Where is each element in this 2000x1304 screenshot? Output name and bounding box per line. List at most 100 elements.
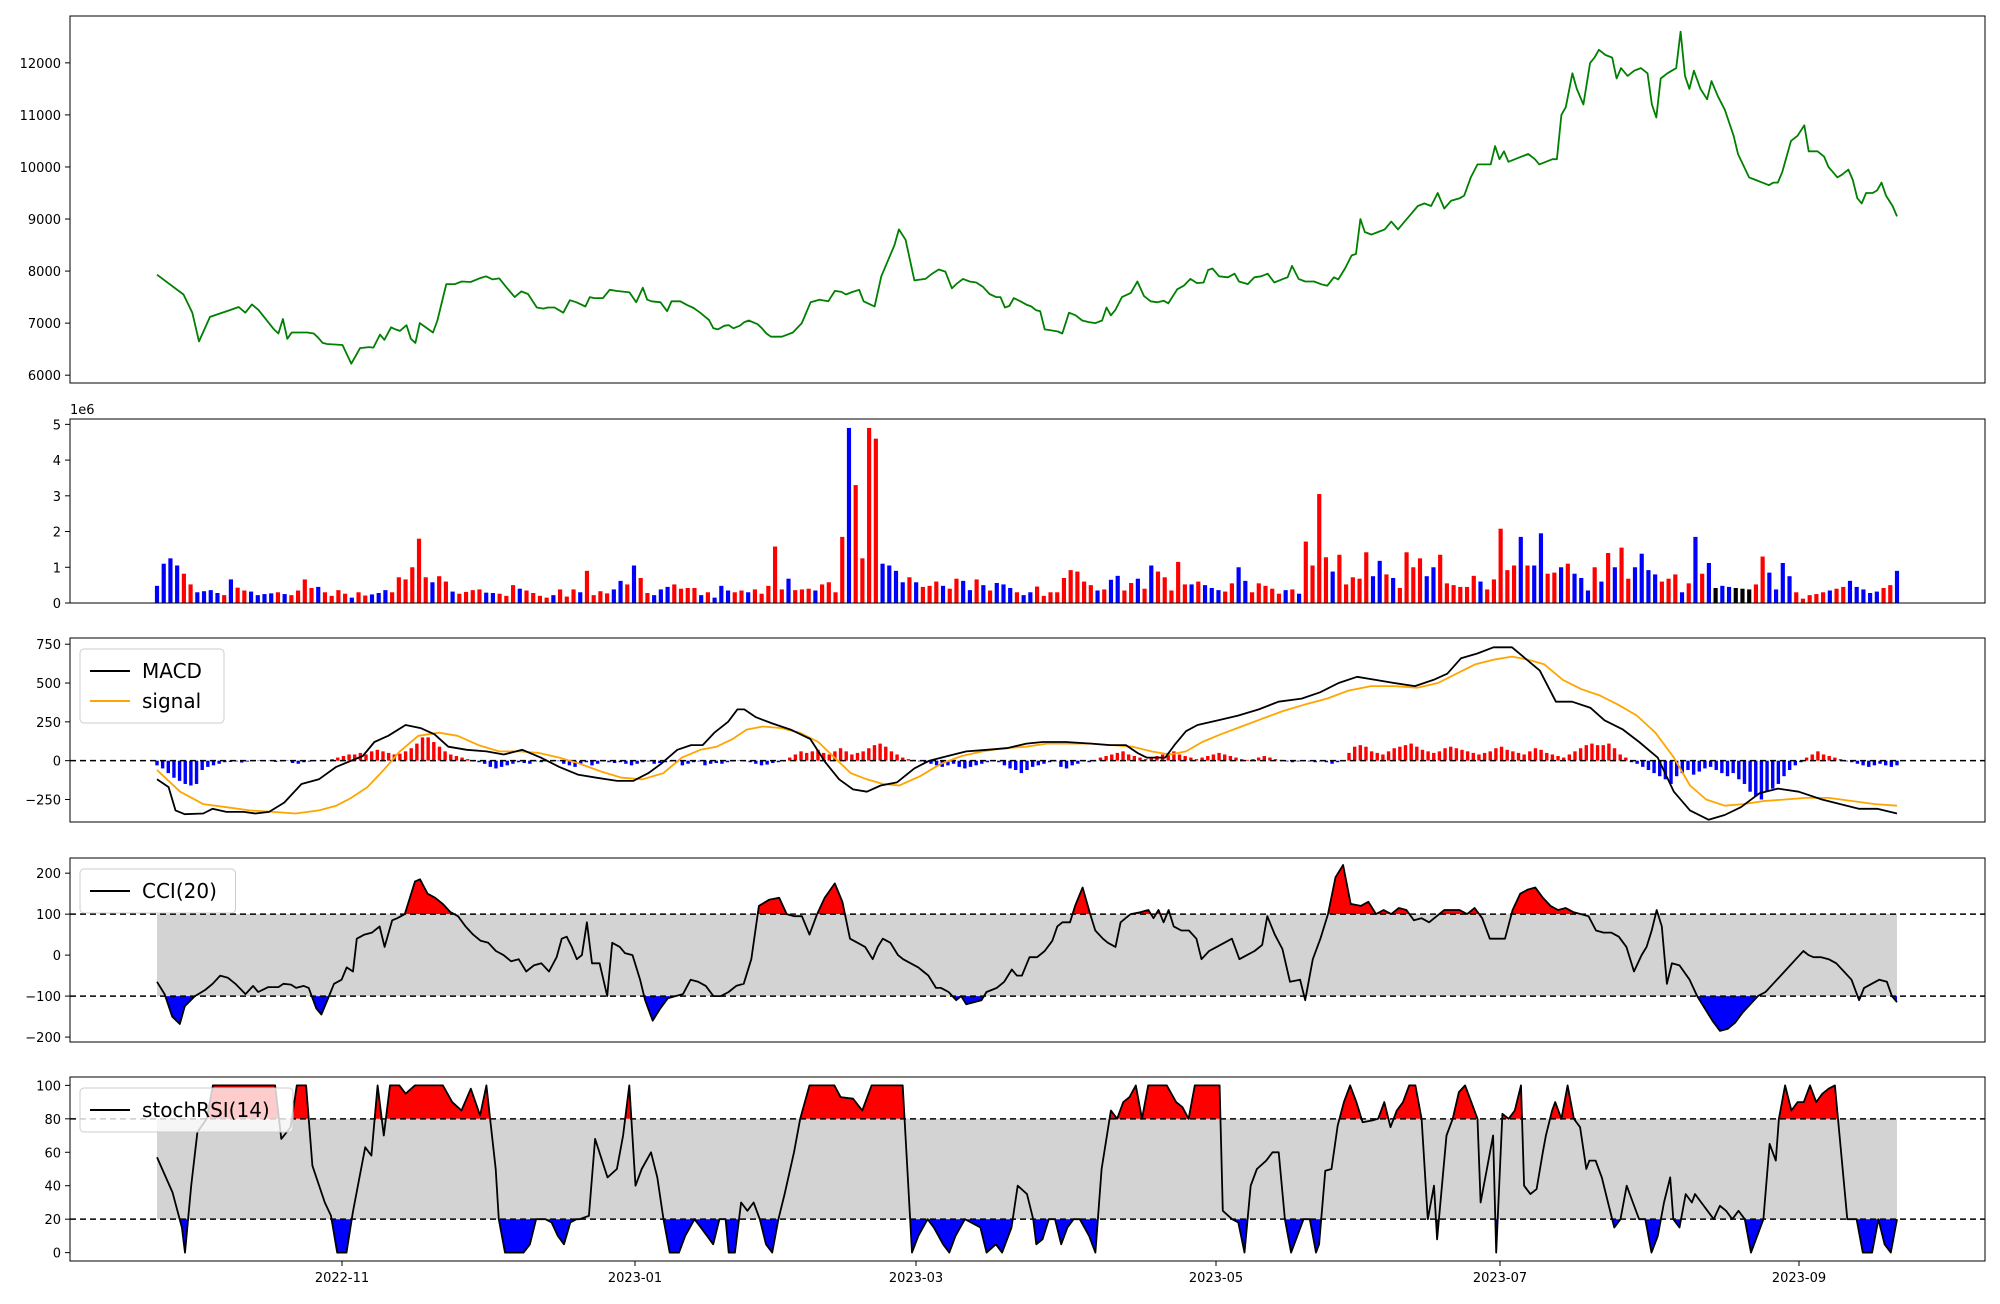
macd-histogram-bar: [1856, 761, 1859, 764]
volume-bar: [941, 586, 945, 603]
volume-bar: [309, 588, 313, 603]
macd-histogram-bar: [828, 754, 831, 760]
x-tick-label: 2023-05: [1189, 1271, 1243, 1286]
volume-bar: [813, 591, 817, 604]
macd-histogram-bar: [1296, 761, 1299, 762]
volume-bar: [672, 584, 676, 603]
volume-bar: [1452, 585, 1456, 603]
macd-histogram-bar: [1771, 761, 1774, 789]
macd-histogram-bar: [1816, 751, 1819, 760]
volume-bar: [1042, 596, 1046, 603]
macd-histogram-bar: [1110, 754, 1113, 760]
macd-histogram-bar: [438, 747, 441, 761]
volume-bar: [746, 592, 750, 603]
cci-ytick-label: −200: [25, 1031, 61, 1046]
macd-histogram-bar: [1568, 754, 1571, 760]
macd-histogram-bar: [969, 761, 972, 767]
volume-bar: [833, 592, 837, 603]
macd-histogram-bar: [1511, 751, 1514, 760]
macd-series-macd: [157, 647, 1897, 819]
volume-bar: [498, 594, 502, 603]
volume-bar: [1384, 574, 1388, 603]
macd-histogram-bar: [777, 761, 780, 763]
macd-histogram-bar: [161, 761, 164, 769]
volume-bar: [491, 593, 495, 603]
price-line: [157, 32, 1897, 364]
macd-histogram-bar: [178, 761, 181, 781]
macd-histogram-bar: [794, 754, 797, 760]
volume-bar: [1357, 579, 1361, 603]
volume-bar: [551, 595, 555, 603]
volume-bar: [1814, 594, 1818, 603]
macd-histogram-bar: [167, 761, 170, 773]
volume-bar: [236, 588, 240, 603]
cci-ytick-label: 100: [36, 908, 61, 923]
volume-bar: [283, 594, 287, 603]
volume-bar: [780, 589, 784, 603]
macd-histogram-bar: [1556, 756, 1559, 761]
stochrsi-ytick-label: 0: [53, 1247, 61, 1262]
volume-bar: [545, 598, 549, 603]
volume-bar: [417, 539, 421, 603]
volume-bar: [753, 589, 757, 603]
macd-histogram-bar: [1489, 751, 1492, 760]
macd-histogram-bar: [1754, 761, 1757, 797]
macd-histogram-bar: [1652, 761, 1655, 773]
volume-bar: [1552, 573, 1556, 603]
volume-bar: [713, 598, 717, 603]
macd-histogram-bar: [184, 761, 187, 784]
macd-ytick-label: 500: [36, 677, 61, 692]
macd-histogram-bar: [1748, 761, 1751, 792]
volume-bar: [921, 587, 925, 603]
macd-histogram-bar: [494, 761, 497, 769]
x-tick-label: 2023-01: [608, 1271, 662, 1286]
macd-histogram-bar: [986, 761, 989, 763]
macd-histogram-bar: [895, 754, 898, 760]
volume-bar: [538, 596, 542, 603]
volume-bar: [874, 439, 878, 603]
volume-bar: [276, 592, 280, 603]
volume-bar: [625, 584, 629, 603]
macd-histogram-bar: [1212, 754, 1215, 760]
price-ytick-label: 7000: [28, 317, 61, 332]
volume-bar: [195, 592, 199, 603]
stochrsi-ytick-label: 20: [44, 1213, 61, 1228]
volume-bar: [363, 596, 367, 604]
volume-bar: [1546, 574, 1550, 603]
macd-histogram-bar: [1737, 761, 1740, 780]
volume-bar: [1277, 594, 1281, 603]
volume-bar: [880, 564, 884, 603]
volume-bar: [1216, 590, 1220, 603]
volume-bar: [1458, 587, 1462, 603]
volume-bar: [1720, 586, 1724, 603]
macd-histogram-bar: [1703, 761, 1706, 769]
volume-bar: [1868, 593, 1872, 603]
volume-bar: [1015, 592, 1019, 603]
macd-histogram-bar: [1811, 754, 1814, 760]
volume-bar: [1505, 570, 1509, 603]
cci-ytick-label: 0: [53, 949, 61, 964]
volume-bar: [1559, 567, 1563, 603]
volume-bar: [1183, 584, 1187, 603]
volume-bar: [215, 593, 219, 603]
volume-bar: [1640, 554, 1644, 603]
volume-bar: [162, 564, 166, 603]
macd-histogram-bar: [958, 761, 961, 767]
macd-histogram-bar: [206, 761, 209, 767]
volume-bar: [524, 591, 528, 604]
cci-ytick-label: −100: [25, 990, 61, 1005]
volume-bar: [1673, 574, 1677, 603]
volume-bar: [229, 579, 233, 603]
macd-histogram-bar: [1426, 751, 1429, 760]
volume-ytick-label: 5: [53, 418, 61, 433]
volume-bar: [531, 593, 535, 603]
macd-histogram-bar: [1347, 753, 1350, 761]
cci-neutral-band: [157, 914, 1897, 996]
price-ytick-label: 6000: [28, 369, 61, 384]
macd-histogram-bar: [1404, 745, 1407, 761]
volume-bar: [1378, 561, 1382, 603]
volume-bar: [1438, 555, 1442, 603]
volume-bar: [1861, 589, 1865, 603]
